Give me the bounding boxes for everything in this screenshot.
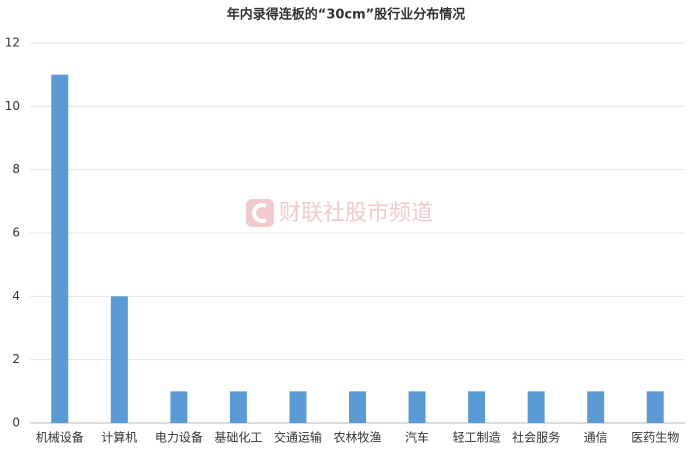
x-tick-label: 农林牧渔 (333, 431, 381, 445)
x-tick-label: 基础化工 (214, 431, 262, 445)
watermark-logo (246, 199, 274, 227)
chart-title: 年内录得连板的“30cm”股行业分布情况 (227, 7, 465, 23)
x-tick-label: 社会服务 (512, 430, 560, 445)
bar (110, 296, 128, 423)
bar (468, 391, 486, 423)
bar (170, 391, 188, 423)
x-tick-label: 轻工制造 (453, 431, 501, 445)
bar (527, 391, 545, 423)
bar (289, 391, 307, 423)
x-tick-label: 交通运输 (274, 430, 322, 445)
y-tick-label: 0 (12, 416, 20, 430)
y-tick-label: 8 (12, 162, 20, 176)
y-tick-label: 12 (5, 36, 20, 50)
watermark: 财联社股市频道 (279, 201, 433, 226)
x-tick-label: 医药生物 (631, 431, 679, 445)
x-tick-label: 机械设备 (36, 430, 84, 445)
bar (51, 74, 69, 424)
bar (349, 391, 366, 423)
y-tick-label: 2 (12, 352, 20, 366)
bar (408, 391, 426, 423)
y-tick-label: 6 (12, 226, 20, 240)
bar (229, 391, 247, 423)
y-tick-label: 10 (5, 99, 20, 113)
x-tick-label: 通信 (584, 431, 608, 445)
x-tick-label: 汽车 (405, 430, 429, 445)
bar (587, 391, 605, 423)
bar (646, 391, 664, 423)
x-tick-label: 电力设备 (155, 431, 203, 445)
y-tick-label: 4 (12, 289, 20, 303)
x-tick-label: 计算机 (101, 430, 137, 445)
